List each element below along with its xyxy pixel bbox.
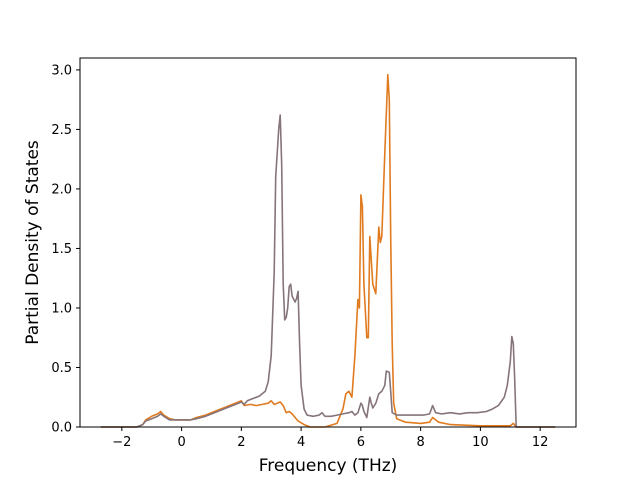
y-tick-label: 1.5: [51, 242, 72, 257]
series-line-1: [100, 73, 556, 428]
x-tick-label: 8: [416, 435, 424, 450]
y-tick-label: 0.5: [51, 361, 72, 376]
y-tick-label: 2.5: [51, 123, 72, 138]
x-tick-label: 0: [177, 435, 185, 450]
x-tick-label: 2: [237, 435, 245, 450]
y-axis-title: Partial Density of States: [23, 140, 43, 345]
y-axis: 0.0 0.5 1.0 1.5 2.0 2.5 3.0: [51, 63, 80, 436]
x-axis: −2 0 2 4 6 8 10 12: [112, 427, 548, 450]
x-tick-label: 4: [297, 435, 305, 450]
x-tick-label: 12: [532, 435, 549, 450]
x-axis-title: Frequency (THz): [259, 456, 398, 476]
y-tick-label: 3.0: [51, 63, 72, 78]
series-layer: [100, 73, 556, 428]
y-tick-label: 1.0: [51, 301, 72, 316]
y-tick-label: 0.0: [51, 421, 72, 436]
plot-frame: [79, 57, 577, 428]
x-tick-label: −2: [112, 435, 131, 450]
y-tick-label: 2.0: [51, 182, 72, 197]
x-tick-label: 10: [472, 435, 489, 450]
x-tick-label: 6: [357, 435, 365, 450]
series-line-2: [100, 114, 556, 428]
